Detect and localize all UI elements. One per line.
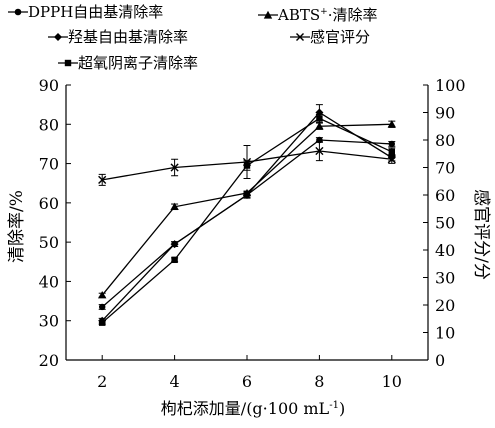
y-tick-label-right: 70 <box>435 159 455 178</box>
y-tick-label-right: 40 <box>435 241 455 260</box>
legend-item-hydroxyl: 羟基自由基清除率 <box>48 28 188 46</box>
data-point-square <box>388 148 395 155</box>
data-point-star <box>98 175 107 184</box>
y-tick-label-right: 30 <box>435 269 455 288</box>
y-tick-label-right: 100 <box>435 76 466 95</box>
x-tick-label: 8 <box>314 372 324 391</box>
data-point-triangle <box>387 120 396 128</box>
legend-marker-circle <box>8 8 28 16</box>
y-tick-label-left: 90 <box>39 76 59 95</box>
data-point-star <box>387 155 396 164</box>
series-line-2 <box>101 111 393 322</box>
y-axis-title-left: 清除率/% <box>7 190 27 263</box>
x-tick-label: 10 <box>382 372 402 391</box>
y-tick-label-right: 0 <box>435 351 445 370</box>
legend-marker-square <box>58 59 78 67</box>
legend-item-sensory: 感官评分 <box>290 28 370 46</box>
axis-labels: 20 30 40 50 60 70 80 90 0 10 20 30 40 50 60 70 80 90 100 2 4… <box>7 76 491 418</box>
chart-axes <box>65 84 429 361</box>
data-point-circle <box>316 136 323 144</box>
legend-item-superoxide: 超氧阴离子清除率 <box>58 54 198 72</box>
data-point-square <box>99 319 106 326</box>
legend-item-abts: ABTS+·清除率 <box>258 3 377 24</box>
y-tick-label-right: 20 <box>435 296 455 315</box>
y-tick-label-left: 70 <box>39 155 59 174</box>
y-tick-label-right: 60 <box>435 186 455 205</box>
legend-label-sensory: 感官评分 <box>310 28 371 46</box>
y-tick-label-left: 60 <box>39 194 59 213</box>
data-point-triangle <box>170 202 179 210</box>
y-tick-label-right: 10 <box>435 324 455 343</box>
data-point-triangle <box>98 290 107 299</box>
legend-label-abts-tail: ·清除率 <box>327 6 378 24</box>
y-tick-label-left: 80 <box>39 115 59 134</box>
error-bars <box>98 104 396 326</box>
data-point-star <box>170 163 179 172</box>
legend-label-abts-main: ABTS <box>278 6 321 24</box>
data-point-star <box>315 146 324 156</box>
data-point-square <box>171 256 178 264</box>
data-point-triangle <box>315 122 324 130</box>
legend-marker-triangle <box>258 10 278 19</box>
x-tick-label: 4 <box>170 372 180 391</box>
x-tick-label: 2 <box>97 372 107 391</box>
series-markers <box>98 108 396 326</box>
data-point-diamond <box>387 153 396 162</box>
data-point-circle <box>388 140 395 148</box>
legend-label-hydroxyl: 羟基自由基清除率 <box>68 28 189 46</box>
data-point-diamond <box>315 108 324 117</box>
legend-marker-diamond <box>48 33 68 41</box>
x-tick-label: 6 <box>242 372 252 391</box>
y-tick-label-right: 50 <box>435 214 455 233</box>
legend-label-abts-sup: + <box>320 7 328 17</box>
data-point-square <box>243 162 251 169</box>
x-axis-title: 枸杞添加量/(g·100 mL-1) <box>161 399 345 418</box>
y-tick-label-left: 20 <box>39 351 59 370</box>
data-point-square <box>316 115 323 122</box>
data-point-circle <box>99 303 106 311</box>
series-lines <box>101 111 393 324</box>
y-tick-label-left: 50 <box>39 233 59 252</box>
data-point-diamond <box>243 191 251 199</box>
y-tick-label-right: 80 <box>435 131 455 150</box>
data-point-diamond <box>170 240 179 249</box>
legend-label-dpph: DPPH自由基清除率 <box>28 3 164 21</box>
legend-label-abts: ABTS+·清除率 <box>278 3 377 24</box>
legend-item-dpph: DPPH自由基清除率 <box>8 3 163 21</box>
y-axis-title-right: 感官评分/分 <box>471 189 491 280</box>
legend-marker-star <box>290 33 310 41</box>
y-tick-label-left: 30 <box>39 312 59 331</box>
legend-label-superoxide: 超氧阴离子清除率 <box>78 54 199 72</box>
y-tick-label-right: 90 <box>435 104 455 123</box>
y-tick-label-left: 40 <box>39 272 59 291</box>
